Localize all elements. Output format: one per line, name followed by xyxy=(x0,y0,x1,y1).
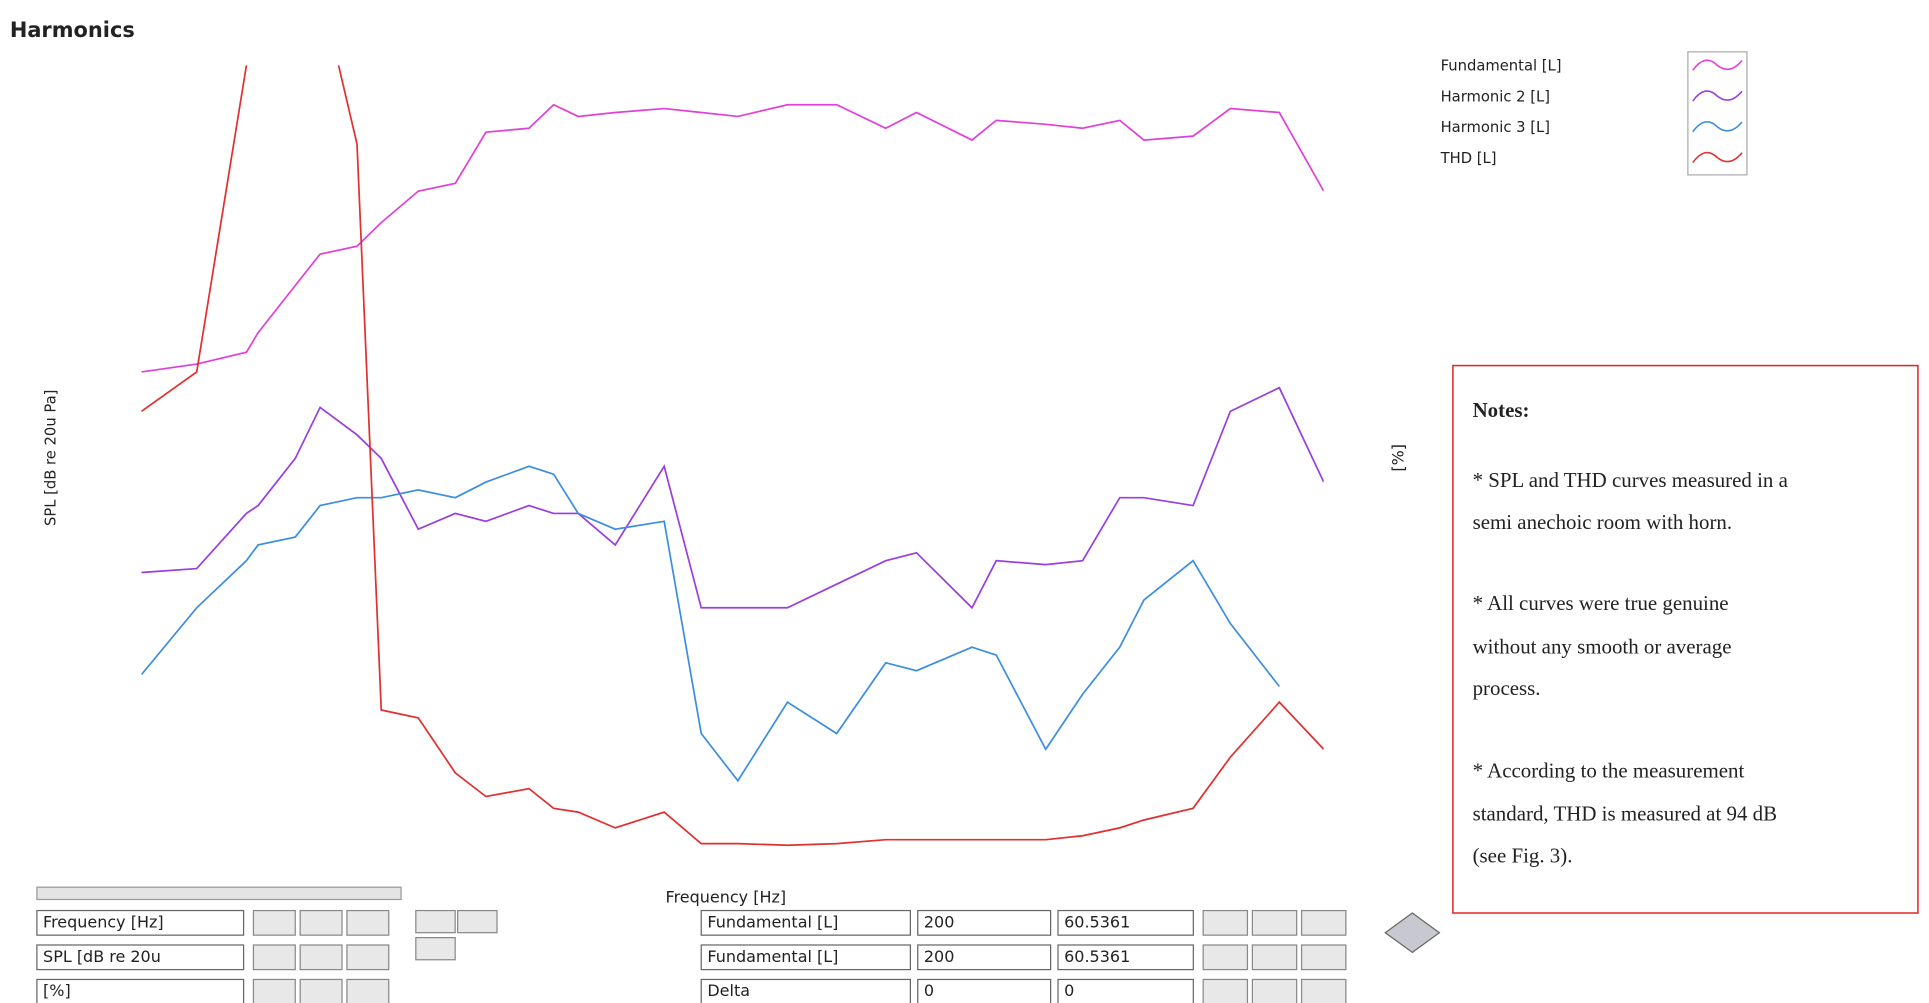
legend-swatch xyxy=(1692,90,1743,102)
cursor-field[interactable] xyxy=(917,978,1052,1003)
note-line: * According to the measurement xyxy=(1473,759,1745,783)
pan-control[interactable] xyxy=(1384,912,1441,954)
cursor-field[interactable] xyxy=(917,909,1052,936)
tool-button[interactable] xyxy=(1300,909,1347,936)
tool-button[interactable] xyxy=(252,978,296,1003)
cursor-field-text: Fundamental [L] xyxy=(707,947,838,966)
cursor-field-text: 0 xyxy=(924,981,934,1000)
cursor-field-text: Delta xyxy=(707,981,750,1000)
tool-button[interactable] xyxy=(415,909,456,934)
note-line: semi anechoic room with horn. xyxy=(1473,510,1733,534)
controls: Frequency [Hz] SPL [dB re 20u [%] Fundament… xyxy=(36,909,1347,1003)
tool-button[interactable] xyxy=(299,978,343,1003)
series-line xyxy=(141,465,1280,783)
tool-button[interactable] xyxy=(457,909,498,934)
notes-heading: Notes: xyxy=(1473,398,1530,422)
cursor-field-text: 60.5361 xyxy=(1064,912,1130,931)
curves xyxy=(141,65,1324,847)
notes-box xyxy=(1452,364,1919,914)
tool-button[interactable] xyxy=(346,944,390,971)
legend-swatch xyxy=(1692,121,1743,133)
cursor-field[interactable] xyxy=(917,944,1052,971)
tool-button[interactable] xyxy=(1251,978,1298,1003)
tool-button[interactable] xyxy=(1300,978,1347,1003)
axis-field-text: [%] xyxy=(43,981,71,1000)
legend-label: Fundamental [L] xyxy=(1441,58,1562,75)
tool-button[interactable] xyxy=(1202,944,1249,971)
cursor-field[interactable] xyxy=(700,944,911,971)
legend-label: Harmonic 2 [L] xyxy=(1441,88,1550,105)
cursor-field-text: Fundamental [L] xyxy=(707,912,838,931)
note-line: without any smooth or average xyxy=(1473,634,1732,658)
tool-button[interactable] xyxy=(252,909,296,936)
y-axis-label: SPL [dB re 20u Pa] xyxy=(43,390,60,526)
window-title: Harmonics xyxy=(10,18,135,42)
cursor-field-text: 200 xyxy=(924,947,955,966)
y2-axis-label: [%] xyxy=(1388,444,1407,472)
tool-button[interactable] xyxy=(299,944,343,971)
tool-button[interactable] xyxy=(1251,944,1298,971)
cursor-field[interactable] xyxy=(1057,978,1194,1003)
x-axis-label: Frequency [Hz] xyxy=(666,888,787,907)
note-line: process. xyxy=(1473,676,1541,700)
axis-field[interactable] xyxy=(36,909,245,936)
legend-label: THD [L] xyxy=(1440,150,1497,167)
tool-button[interactable] xyxy=(299,909,343,936)
series-line xyxy=(141,103,1324,373)
scrollbar[interactable] xyxy=(36,886,402,901)
cursor-field[interactable] xyxy=(1057,909,1194,936)
tool-button[interactable] xyxy=(415,937,456,961)
tool-button[interactable] xyxy=(1300,944,1347,971)
note-line: standard, THD is measured at 94 dB xyxy=(1473,802,1777,826)
cursor-field[interactable] xyxy=(1057,944,1194,971)
axis-field[interactable] xyxy=(36,944,245,971)
cursor-field-text: 0 xyxy=(1064,981,1074,1000)
axis-field[interactable] xyxy=(36,978,245,1003)
tool-button[interactable] xyxy=(1202,978,1249,1003)
tool-button[interactable] xyxy=(252,944,296,971)
tool-button[interactable] xyxy=(1251,909,1298,936)
cursor-field[interactable] xyxy=(700,978,911,1003)
cursor-field[interactable] xyxy=(700,909,911,936)
tool-button[interactable] xyxy=(1202,909,1249,936)
note-line: * SPL and THD curves measured in a xyxy=(1473,468,1788,492)
legend: Fundamental [L] Harmonic 2 [L] Harmonic 3 … xyxy=(1440,51,1748,176)
cursor-field-text: 60.5361 xyxy=(1064,947,1130,966)
legend-swatch xyxy=(1692,59,1743,71)
series-line xyxy=(141,386,1324,610)
tool-button[interactable] xyxy=(346,978,390,1003)
legend-swatch xyxy=(1692,151,1743,164)
axis-field-text: SPL [dB re 20u xyxy=(43,947,161,966)
tool-button[interactable] xyxy=(346,909,390,936)
series-line xyxy=(141,65,1324,847)
axis-field-text: Frequency [Hz] xyxy=(43,912,164,931)
note-line: * All curves were true genuine xyxy=(1473,591,1729,615)
note-line: (see Fig. 3). xyxy=(1473,843,1573,867)
cursor-field-text: 200 xyxy=(924,912,955,931)
legend-frame xyxy=(1687,51,1748,176)
legend-label: Harmonic 3 [L] xyxy=(1441,119,1550,136)
notes-text: * SPL and THD curves measured in a semi a… xyxy=(1473,468,1788,867)
